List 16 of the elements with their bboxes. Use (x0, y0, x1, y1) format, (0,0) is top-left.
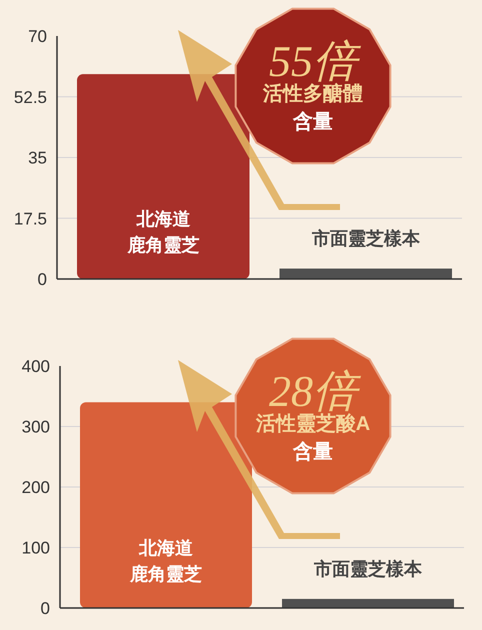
x-tick-label: 北海道鹿角靈芝 (129, 538, 202, 584)
y-tick-label: 200 (22, 478, 50, 497)
x-tick-label: 市面靈芝樣本 (313, 558, 423, 579)
y-tick-label: 0 (40, 599, 50, 618)
y-tick-label: 300 (22, 418, 50, 436)
y-tick-label: 100 (22, 538, 50, 558)
y-tick-label: 35 (28, 148, 47, 168)
x-tick-label: 市面靈芝樣本 (310, 228, 421, 249)
y-tick-label: 52.5 (14, 88, 47, 107)
y-tick-label: 400 (22, 357, 50, 376)
y-tick-label: 17.5 (14, 209, 47, 228)
x-tick-label: 北海道鹿角靈芝 (126, 209, 200, 255)
y-tick-label: 0 (38, 270, 47, 289)
annotation: 含量 (292, 110, 333, 133)
y-tick-label: 70 (28, 27, 47, 46)
annotation: 含量 (292, 440, 333, 463)
